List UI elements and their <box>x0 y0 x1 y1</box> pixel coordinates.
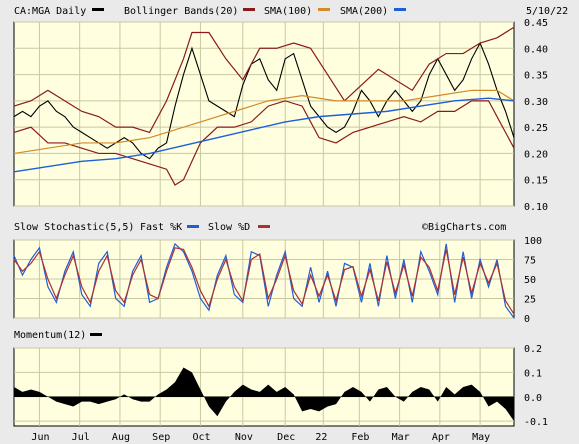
y-tick-label: 0.35 <box>524 71 548 82</box>
x-tick-label: Mar <box>392 432 410 443</box>
price-panel <box>13 21 515 207</box>
momentum-title: Momentum(12) <box>14 330 86 341</box>
y-tick-label: 0.15 <box>524 176 548 187</box>
legend-swatch-sma200 <box>394 8 406 11</box>
price-line <box>13 41 515 160</box>
x-tick-label: Jul <box>72 432 90 443</box>
x-tick-label: Apr <box>432 432 450 443</box>
y-tick-label: 75 <box>524 256 536 267</box>
legend-fastk-label: Fast %K <box>140 222 182 233</box>
x-tick-label: Jun <box>31 432 49 443</box>
x-tick-label: Nov <box>235 432 253 443</box>
x-tick-label: 22 <box>315 432 327 443</box>
y-tick-label: -0.1 <box>524 417 548 428</box>
y-tick-label: 100 <box>524 236 542 247</box>
x-tick-label: Oct <box>192 432 210 443</box>
momentum-area <box>14 367 514 422</box>
legend-bollinger-label: Bollinger Bands(20) <box>124 6 238 17</box>
momentum-panel <box>13 347 515 427</box>
legend-swatch-bollinger <box>243 8 255 11</box>
y-tick-label: 0.2 <box>524 344 542 355</box>
y-tick-label: 0.30 <box>524 97 548 108</box>
legend-slowd-label: Slow %D <box>208 222 250 233</box>
sma200-line <box>13 97 515 173</box>
x-tick-label: Aug <box>112 432 130 443</box>
legend-swatch-fastk <box>187 225 199 228</box>
y-tick-label: 0 <box>524 314 530 325</box>
legend-swatch-slowd <box>258 225 270 228</box>
legend-swatch-sma100 <box>318 8 330 11</box>
slowd-line <box>13 247 515 315</box>
watermark: ©BigCharts.com <box>422 222 506 233</box>
y-tick-label: 50 <box>524 275 536 286</box>
legend-sma100-label: SMA(100) <box>264 6 312 17</box>
symbol-label: CA:MGA Daily <box>14 6 86 17</box>
chart-date: 5/10/22 <box>526 6 568 17</box>
legend-sma200-label: SMA(200) <box>340 6 388 17</box>
y-tick-label: 0.0 <box>524 393 542 404</box>
x-tick-label: Dec <box>277 432 295 443</box>
legend-swatch-momentum <box>90 333 102 336</box>
x-tick-label: Feb <box>351 432 369 443</box>
ticks-layer: Jun Jul Aug Sep Oct Nov Dec 22 Feb Mar Apr May0.100… <box>31 18 548 443</box>
y-tick-label: 0.20 <box>524 149 548 160</box>
y-tick-label: 0.25 <box>524 123 548 134</box>
y-tick-label: 0.45 <box>524 18 548 29</box>
y-tick-label: 0.40 <box>524 44 548 55</box>
stochastic-title: Slow Stochastic(5,5) <box>14 222 134 233</box>
x-tick-label: May <box>472 432 490 443</box>
legend-swatch-price <box>92 8 104 11</box>
series-layer <box>13 26 515 422</box>
bollinger-band <box>13 100 515 186</box>
fastk-line <box>13 242 515 319</box>
y-tick-label: 25 <box>524 295 536 306</box>
y-tick-label: 0.10 <box>524 202 548 213</box>
y-tick-label: 0.1 <box>524 368 542 379</box>
x-tick-label: Sep <box>152 432 170 443</box>
